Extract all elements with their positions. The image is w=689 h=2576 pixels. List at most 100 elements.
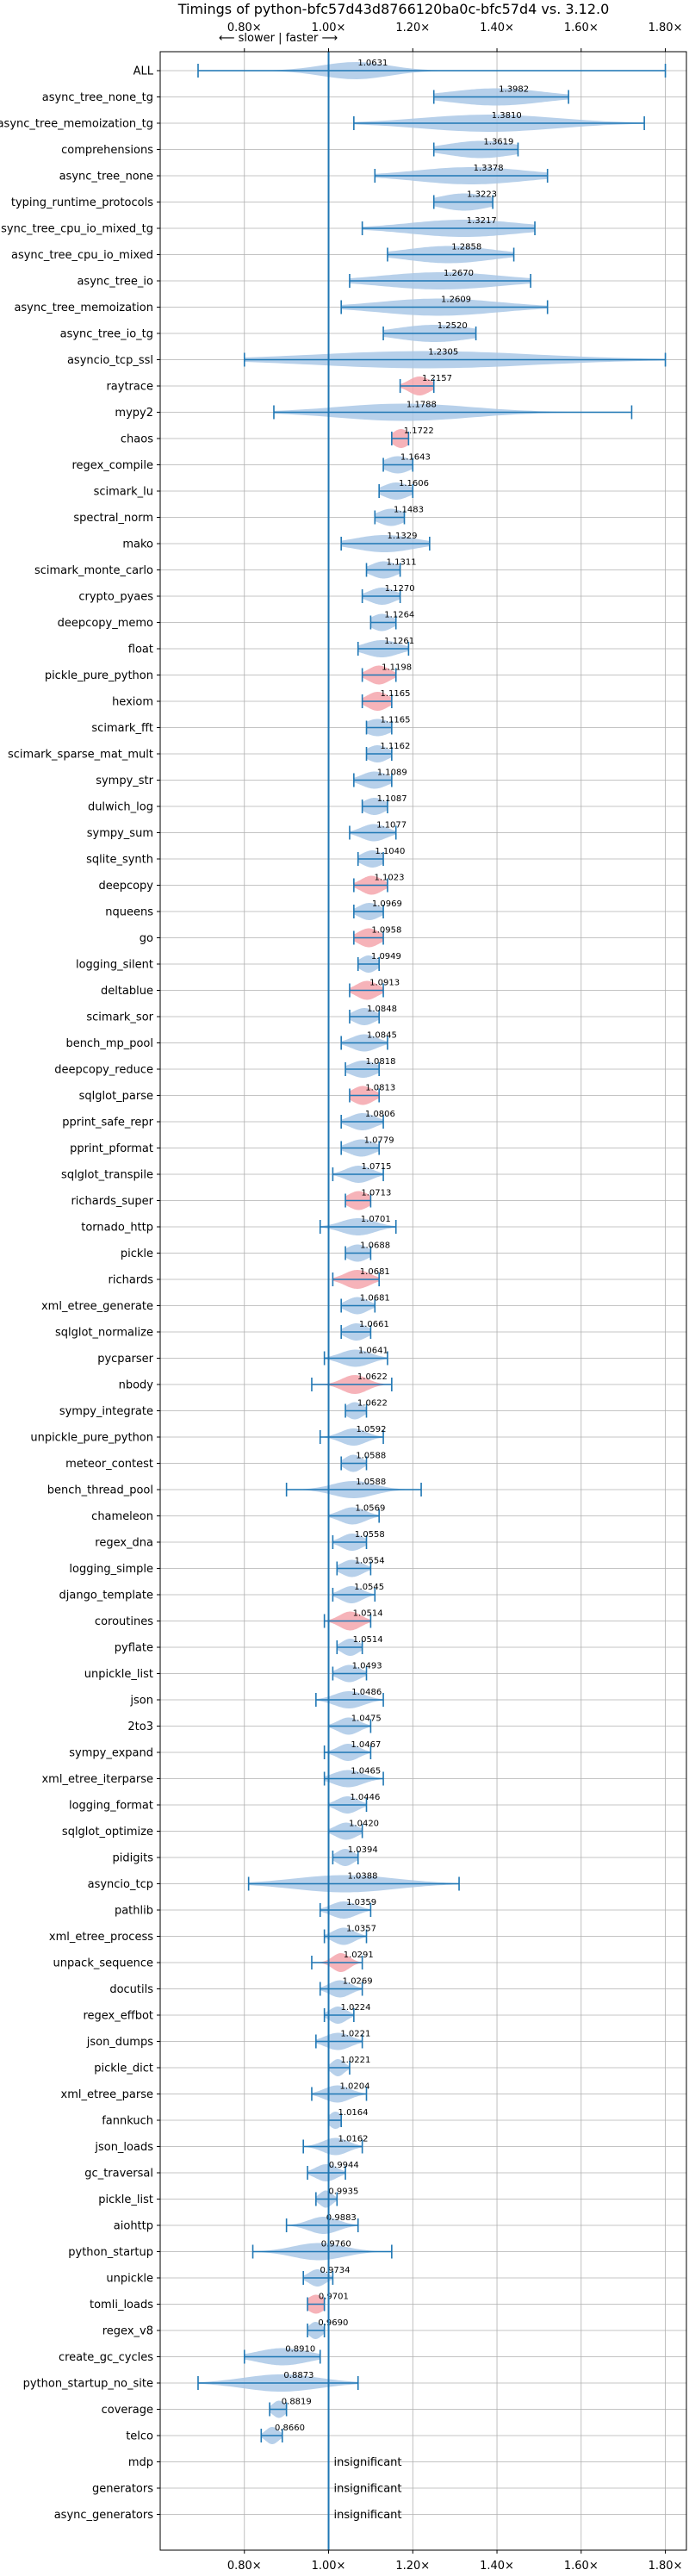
category-label: sqlglot_transpile bbox=[61, 1169, 153, 1182]
value-label: 1.1089 bbox=[377, 768, 407, 778]
x-tick-label-bottom: 1.80× bbox=[649, 2560, 683, 2573]
value-label: 1.0514 bbox=[353, 1609, 383, 1619]
value-label: 1.0446 bbox=[350, 1793, 380, 1802]
value-label: 1.0913 bbox=[369, 979, 400, 988]
value-label: 1.2520 bbox=[438, 321, 468, 331]
category-label: unpickle_list bbox=[84, 1668, 153, 1681]
category-label: async_generators bbox=[54, 2509, 154, 2522]
value-label: 1.0622 bbox=[357, 1372, 388, 1382]
category-label: nqueens bbox=[105, 906, 153, 919]
category-label: sqlite_synth bbox=[86, 854, 153, 867]
category-label: tomli_loads bbox=[90, 2299, 153, 2312]
category-label: raytrace bbox=[106, 381, 153, 394]
value-label: 1.0715 bbox=[361, 1162, 391, 1172]
category-label: async_tree_none_tg bbox=[42, 91, 153, 104]
category-labels: ALL async_tree_none_tg async_tree_memoizat… bbox=[0, 65, 154, 2523]
category-label: async_tree_cpu_io_mixed_tg bbox=[0, 223, 153, 236]
value-label: 1.0588 bbox=[356, 1452, 386, 1461]
category-label: coroutines bbox=[95, 1615, 153, 1628]
category-label: mypy2 bbox=[115, 407, 153, 420]
category-label: sympy_expand bbox=[69, 1747, 153, 1760]
value-label: 1.0958 bbox=[371, 926, 401, 936]
category-label: scimark_sparse_mat_mult bbox=[8, 749, 153, 762]
category-label: regex_v8 bbox=[102, 2325, 153, 2338]
value-label: 0.9944 bbox=[329, 2161, 359, 2170]
category-label: 2to3 bbox=[127, 1720, 153, 1733]
category-label: tornado_http bbox=[81, 1222, 153, 1235]
value-label: 1.0204 bbox=[339, 2082, 369, 2092]
x-tick-label-bottom: 1.20× bbox=[395, 2560, 430, 2573]
category-label: pidigits bbox=[113, 1852, 154, 1865]
value-label: 0.9734 bbox=[320, 2266, 351, 2275]
value-label: 1.3810 bbox=[492, 111, 522, 121]
category-label: unpack_sequence bbox=[53, 1957, 153, 1970]
value-label: 1.0681 bbox=[360, 1294, 390, 1304]
category-label: sympy_sum bbox=[87, 827, 153, 840]
category-label: bench_thread_pool bbox=[47, 1484, 153, 1497]
value-label: 1.3378 bbox=[474, 164, 504, 173]
value-label: 1.0475 bbox=[351, 1714, 382, 1724]
value-label: 1.0569 bbox=[355, 1504, 385, 1514]
category-label: xml_etree_process bbox=[49, 1931, 153, 1944]
value-label: 1.3223 bbox=[467, 190, 497, 200]
category-label: async_tree_memoization bbox=[14, 302, 153, 314]
value-label: 0.9883 bbox=[326, 2213, 357, 2223]
value-label: 1.1023 bbox=[375, 874, 405, 883]
value-label: 1.0631 bbox=[357, 59, 388, 68]
category-label: gc_traversal bbox=[84, 2168, 153, 2181]
category-label: meteor_contest bbox=[65, 1458, 153, 1471]
value-label: 1.0622 bbox=[357, 1399, 388, 1409]
category-label: async_tree_memoization_tg bbox=[0, 118, 153, 131]
value-label: 1.0291 bbox=[344, 1951, 374, 1960]
category-label: sympy_integrate bbox=[59, 1405, 153, 1418]
value-label: 0.9935 bbox=[328, 2187, 358, 2197]
category-label: pickle_dict bbox=[94, 2063, 153, 2075]
category-label: sqlglot_optimize bbox=[62, 1826, 153, 1839]
value-label: 1.0467 bbox=[351, 1740, 381, 1750]
value-label: 1.0554 bbox=[355, 1557, 385, 1566]
category-label: regex_effbot bbox=[83, 2010, 153, 2023]
category-label: scimark_monte_carlo bbox=[34, 564, 153, 577]
category-label: async_tree_none bbox=[59, 171, 153, 184]
value-label: 1.1040 bbox=[375, 847, 405, 856]
value-label: 1.1270 bbox=[385, 584, 415, 594]
category-label: bench_mp_pool bbox=[65, 1037, 153, 1050]
value-label: 1.0681 bbox=[360, 1267, 390, 1277]
value-label: 1.0818 bbox=[366, 1057, 396, 1067]
x-tick-label-bottom: 1.00× bbox=[312, 2560, 346, 2573]
value-label: 1.0813 bbox=[365, 1084, 395, 1093]
x-tick-label-bottom: 1.60× bbox=[564, 2560, 599, 2573]
category-label: richards_super bbox=[71, 1195, 153, 1208]
x-tick-label-top: 1.40× bbox=[480, 22, 514, 34]
value-label: 1.0493 bbox=[352, 1662, 382, 1671]
value-label: 0.9701 bbox=[319, 2293, 349, 2302]
insignificant-label: insignificant bbox=[334, 2509, 402, 2522]
value-label: 1.1329 bbox=[387, 532, 417, 541]
category-label: create_gc_cycles bbox=[59, 2351, 153, 2364]
value-label: 1.0394 bbox=[348, 1845, 378, 1855]
category-label: json bbox=[129, 1695, 153, 1708]
category-label: deltablue bbox=[101, 985, 153, 998]
category-label: go bbox=[140, 932, 153, 945]
category-label: pprint_pformat bbox=[70, 1142, 153, 1155]
category-label: scimark_lu bbox=[94, 486, 153, 499]
category-label: asyncio_tcp bbox=[88, 1878, 153, 1891]
value-label: 1.2670 bbox=[444, 269, 474, 278]
category-label: pickle_pure_python bbox=[45, 669, 153, 682]
category-label: unpickle bbox=[106, 2273, 153, 2286]
category-label: logging_format bbox=[69, 1800, 153, 1813]
category-label: nbody bbox=[119, 1379, 154, 1392]
value-label: 1.0420 bbox=[349, 1820, 379, 1829]
insignificant-label: insignificant bbox=[334, 2456, 402, 2469]
category-label: regex_dna bbox=[95, 1537, 153, 1550]
value-label: 1.0221 bbox=[340, 2056, 370, 2065]
value-label: 1.0514 bbox=[353, 1635, 383, 1645]
category-label: chaos bbox=[121, 433, 153, 446]
category-label: pprint_safe_repr bbox=[62, 1117, 153, 1129]
value-label: 1.0269 bbox=[343, 1977, 373, 1987]
value-label: 1.2609 bbox=[441, 296, 471, 305]
value-label: 0.8819 bbox=[282, 2398, 312, 2407]
direction-label: ⟵ slower | faster ⟶ bbox=[219, 32, 338, 45]
value-label: 1.0357 bbox=[346, 1925, 376, 1934]
x-tick-label-top: 1.00× bbox=[312, 22, 346, 34]
